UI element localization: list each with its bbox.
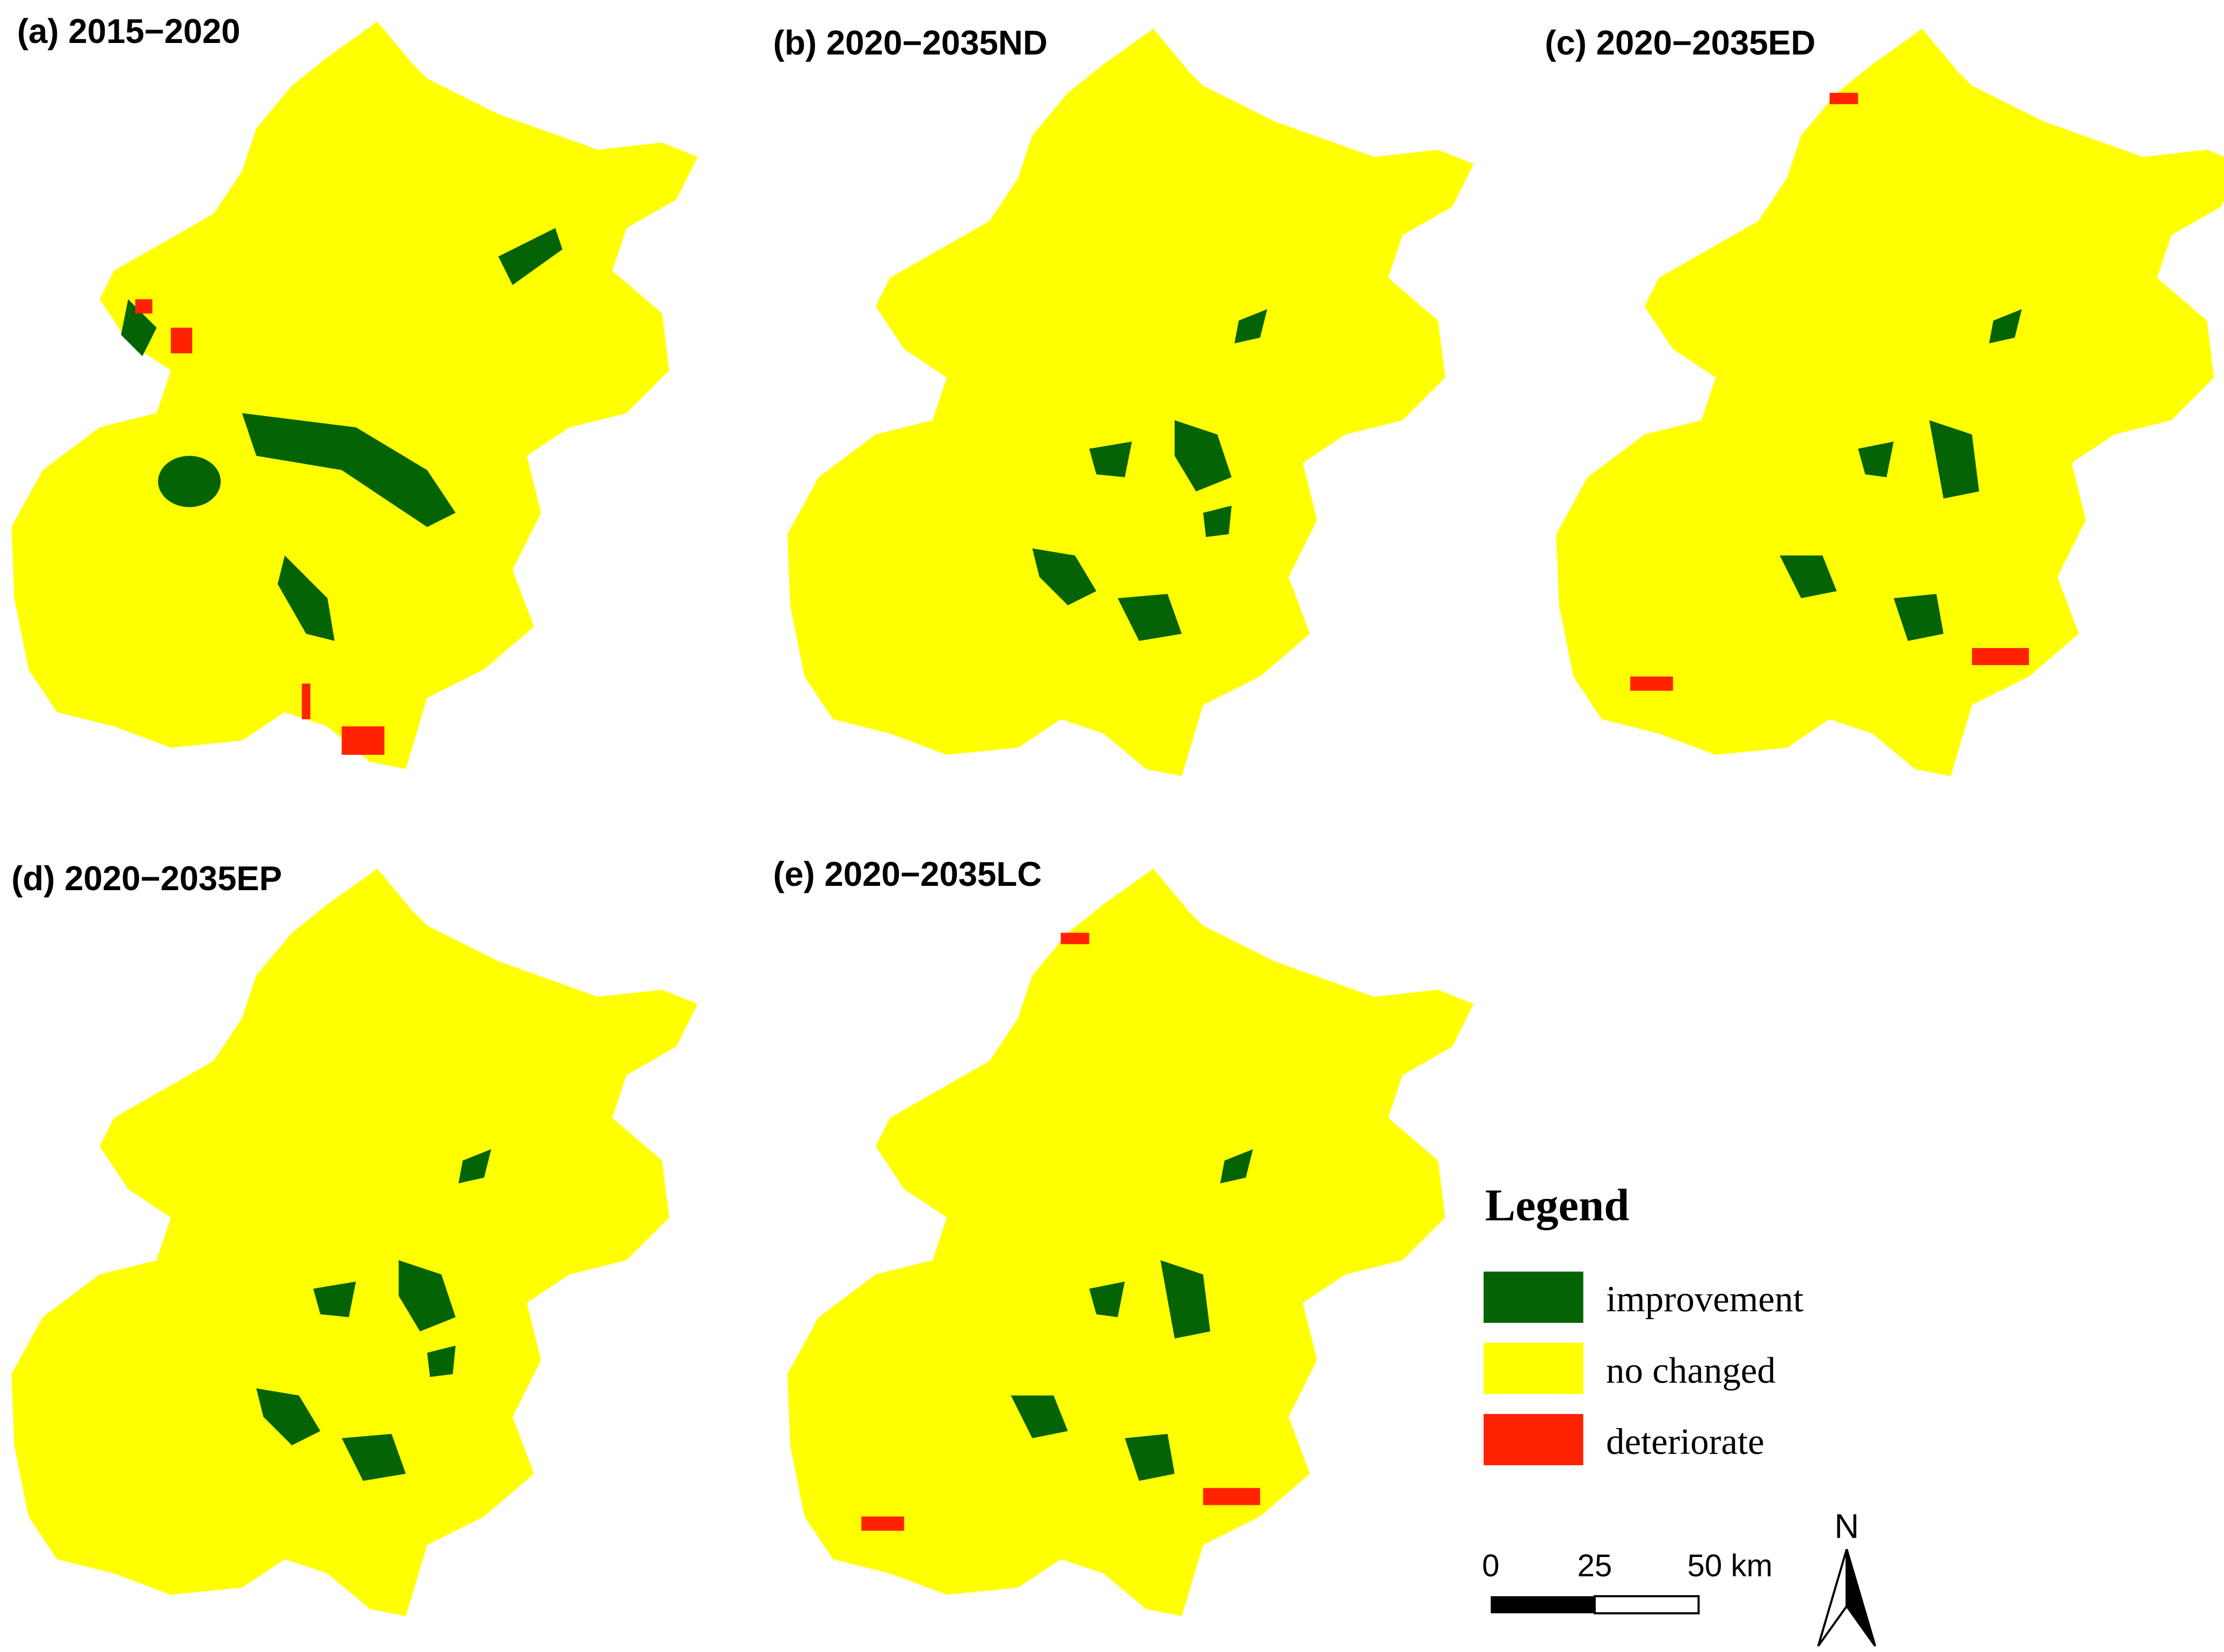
panel-title: (d) 2020−2035EP [11,860,282,898]
legend-title: Legend [1485,1180,1630,1231]
panel-title: (b) 2020−2035ND [773,24,1048,62]
legend-swatch [1484,1343,1583,1394]
panel-title: (a) 2015−2020 [17,12,241,50]
map-c [1556,29,2224,776]
panel-title: (e) 2020−2035LC [773,855,1042,893]
map-d [11,869,697,1616]
legend: improvement no changed deteriorate [1484,1271,1804,1466]
legend-label: no changed [1606,1350,1776,1391]
legend-label: deteriorate [1606,1421,1764,1462]
north-arrow [1845,1549,1877,1647]
north-label: N [1834,1507,1859,1545]
legend-label: improvement [1606,1279,1804,1320]
scale-label: 25 [1577,1548,1612,1583]
scale-bar [1593,1595,1700,1614]
scale-label: 0 [1482,1548,1499,1583]
scale-bar [1491,1596,1595,1613]
map-e [787,869,1473,1616]
legend-swatch [1484,1271,1583,1323]
legend-swatch [1484,1414,1583,1466]
north-arrow [1817,1549,1848,1647]
panel-title: (c) 2020−2035ED [1545,24,1815,62]
map-a [11,21,697,769]
map-b [787,29,1473,776]
scale-label: 50 km [1687,1548,1772,1583]
